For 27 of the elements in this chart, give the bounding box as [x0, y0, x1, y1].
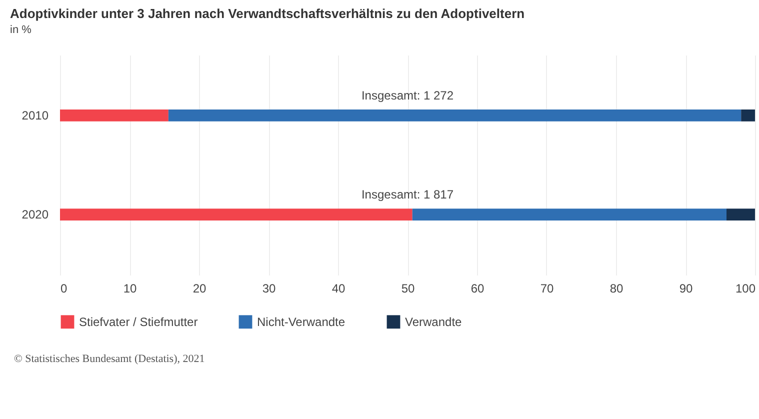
annotation: Insgesamt: 1 272	[361, 88, 454, 102]
x-tick-label: 60	[470, 282, 484, 296]
text: © Statistisches Bundesamt (Destatis), 2021	[14, 353, 206, 365]
x-tick-label: 40	[332, 282, 346, 296]
y-tick-label: 2020	[22, 208, 49, 222]
legend-label: Stiefvater / Stiefmutter	[79, 314, 198, 329]
x-tick-label: 70	[540, 282, 554, 296]
x-tick-label: 100	[735, 282, 756, 296]
chart-title: Adoptivkinder unter 3 Jahren nach Verwandtschaftsverhältnis zu den Adoptiveltern	[10, 6, 525, 21]
chart-subtitle: in %	[10, 24, 32, 36]
x-tick-label: 80	[610, 282, 624, 296]
x-tick-label: 30	[262, 282, 276, 296]
annotation: Insgesamt: 1 817	[361, 188, 454, 202]
legend-label: Verwandte	[405, 314, 462, 329]
x-tick-label: 10	[123, 282, 137, 296]
bar	[741, 110, 755, 122]
bar	[60, 208, 412, 220]
x-tick-label: 90	[679, 282, 693, 296]
x-tick-label: 0	[60, 282, 68, 296]
bar	[168, 110, 742, 122]
bar	[60, 110, 168, 122]
legend-label: Nicht-Verwandte	[257, 314, 346, 329]
bar	[726, 208, 755, 220]
y-tick-label: 2010	[22, 108, 49, 122]
x-tick-label: 20	[192, 282, 206, 296]
x-tick-label: 50	[401, 282, 415, 296]
bar	[412, 208, 727, 220]
